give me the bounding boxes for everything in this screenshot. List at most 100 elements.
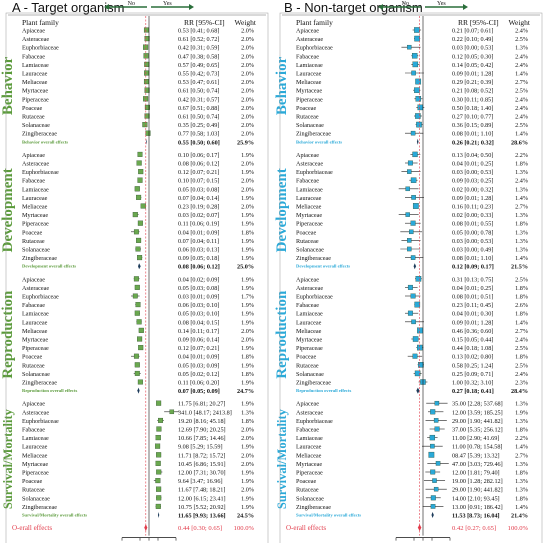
row-family-label: Solanaceae xyxy=(22,495,50,502)
row-weight-value: 1.9% xyxy=(241,444,254,451)
row-family-label: Fabaceae xyxy=(22,427,45,434)
row-rr-value: 11.67 [7.48; 18.21] xyxy=(178,487,225,494)
row-family-label: Solanaceae xyxy=(22,122,50,129)
row-rr-value: 12.00 [7.31; 30.70] xyxy=(178,470,226,477)
point-estimate-marker xyxy=(410,220,416,226)
panel-a-title: A - Target organism xyxy=(12,0,125,15)
row-weight-value: 2.0% xyxy=(241,122,254,129)
point-estimate-marker xyxy=(144,36,150,42)
row-rr-value: 11.71 [8.72; 15.72] xyxy=(178,452,225,459)
row-rr-value: 0.09 [0.01; 1.28] xyxy=(452,195,493,202)
row-weight-value: 1.9% xyxy=(241,152,254,159)
row-rr-value: 0.09 [0.01; 1.28] xyxy=(452,319,493,326)
point-estimate-marker xyxy=(414,370,421,377)
row-family-label: Solanaceae xyxy=(296,247,324,254)
row-weight-value: 1.8% xyxy=(515,294,528,301)
row-weight-value: 1.3% xyxy=(515,487,528,494)
row-weight-value: 1.4% xyxy=(515,131,528,138)
row-family-label: Piperaceae xyxy=(296,345,323,352)
row-weight-value: 1.9% xyxy=(241,276,254,283)
point-estimate-marker xyxy=(410,255,416,260)
row-rr-value: 0.23 [0.11; 0.45] xyxy=(452,302,493,309)
row-family-label: Piperaceae xyxy=(22,470,49,477)
row-rr-value: 0.16 [0.11; 0.23] xyxy=(452,204,493,211)
row-weight-value: 2.0% xyxy=(241,36,254,43)
row-rr-value: 0.07 [0.04; 0.14] xyxy=(178,195,219,202)
group-label: Behavior xyxy=(274,56,290,115)
point-estimate-marker xyxy=(144,113,150,119)
row-rr-value: 0.04 [0.02; 0.09] xyxy=(178,276,219,283)
row-weight-value: 1.3% xyxy=(515,238,528,245)
row-rr-value: 0.36 [0.15; 0.89] xyxy=(452,122,493,129)
row-weight-value: 1.4% xyxy=(515,444,528,451)
point-estimate-marker xyxy=(132,293,138,299)
group-label: Survival/Mortality xyxy=(275,408,289,509)
point-estimate-marker xyxy=(145,130,151,136)
row-rr-value: 0.03 [0.00; 0.53] xyxy=(452,238,493,245)
column-header-weight: Weight xyxy=(509,18,531,27)
point-estimate-marker xyxy=(410,177,417,183)
point-estimate-marker xyxy=(417,104,424,111)
row-weight-value: 2.0% xyxy=(241,161,254,168)
point-estimate-marker xyxy=(156,469,162,475)
row-rr-value: 11.75 [6.81; 20.27] xyxy=(178,401,225,408)
point-estimate-marker xyxy=(430,495,436,501)
row-weight-value: 2.0% xyxy=(241,487,254,494)
row-weight-value: 2.4% xyxy=(515,105,528,112)
row-weight-value: 2.0% xyxy=(241,131,254,138)
row-rr-value: 29.00 [1.90; 441.82] xyxy=(452,487,503,494)
subtotal-weight-value: 28.6% xyxy=(511,139,528,146)
row-family-label: Meliaceae xyxy=(22,452,48,459)
row-family-label: Rutaceae xyxy=(296,114,319,121)
row-family-label: Rutaceae xyxy=(22,362,45,369)
row-family-label: Euphorbiaceae xyxy=(296,169,333,176)
point-estimate-marker xyxy=(407,44,412,50)
row-rr-value: 0.04 [0.01; 0.09] xyxy=(178,229,219,236)
row-family-label: Apiaceae xyxy=(22,152,45,159)
direction-label-no: No xyxy=(402,1,409,7)
point-estimate-marker xyxy=(416,121,422,128)
row-weight-value: 2.5% xyxy=(515,362,528,369)
row-rr-value: 0.23 [0.19; 0.28] xyxy=(178,204,219,211)
row-rr-value: 0.77 [0.58; 1.03] xyxy=(178,131,219,138)
row-weight-value: 2.0% xyxy=(241,328,254,335)
row-weight-value: 2.4% xyxy=(515,178,528,185)
row-family-label: Piperaceae xyxy=(22,221,49,228)
row-weight-value: 2.4% xyxy=(515,53,528,60)
row-weight-value: 2.0% xyxy=(241,79,254,86)
row-weight-value: 1.8% xyxy=(515,311,528,318)
row-weight-value: 2.5% xyxy=(515,276,528,283)
row-weight-value: 2.7% xyxy=(515,79,528,86)
row-family-label: Euphorbiaceae xyxy=(296,294,333,301)
point-estimate-marker xyxy=(144,104,150,110)
row-weight-value: 1.9% xyxy=(241,504,254,511)
row-rr-value: 0.04 [0.01; 0.25] xyxy=(452,161,493,168)
row-weight-value: 1.3% xyxy=(515,478,528,485)
row-family-label: Lauraceae xyxy=(296,71,322,78)
point-estimate-marker xyxy=(143,27,150,33)
direction-arrow-left-head xyxy=(378,4,383,10)
row-rr-value: 0.27 [0.10; 0.77] xyxy=(452,114,493,121)
subtotal-rr-value: 0.26 [0.21; 0.32] xyxy=(452,139,494,146)
row-family-label: Meliaceae xyxy=(22,79,48,86)
point-estimate-marker xyxy=(433,486,439,492)
row-family-label: Poaceae xyxy=(296,105,317,112)
row-weight-value: 2.5% xyxy=(515,122,528,129)
point-estimate-marker xyxy=(414,27,420,33)
row-weight-value: 1.9% xyxy=(241,195,254,202)
subtotal-diamond xyxy=(146,138,148,145)
overall-label: O-erall effects xyxy=(286,524,326,532)
point-estimate-marker xyxy=(134,310,140,316)
row-family-label: Piperaceae xyxy=(22,96,49,103)
row-weight-value: 1.9% xyxy=(241,212,254,219)
row-rr-value: 47.00 [3.03; 729.46] xyxy=(452,461,503,468)
row-family-label: Meliaceae xyxy=(22,204,48,211)
row-rr-value: 0.03 [0.00; 0.53] xyxy=(452,45,493,52)
row-rr-value: 0.05 [0.00; 0.78] xyxy=(452,229,493,236)
subtotal-rr-value: 0.55 [0.50; 0.60] xyxy=(178,139,220,146)
point-estimate-marker xyxy=(412,353,418,359)
row-rr-value: 0.53 [0.47; 0.61] xyxy=(178,79,219,86)
row-family-label: Euphorbiaceae xyxy=(22,418,59,425)
row-rr-value: 10.66 [7.85; 14.46] xyxy=(178,435,226,442)
point-estimate-marker xyxy=(412,61,419,68)
